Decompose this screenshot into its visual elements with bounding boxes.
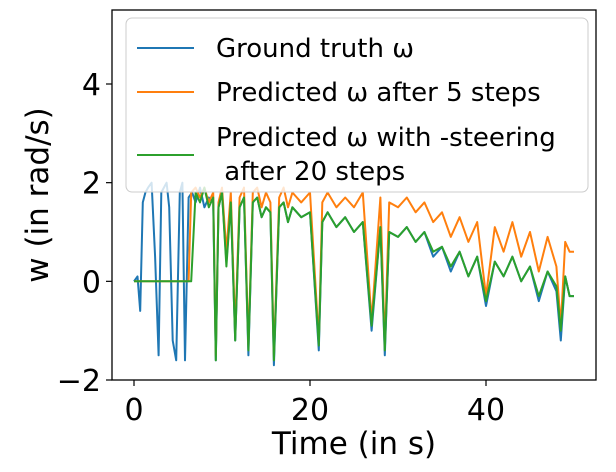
x-axis-ticks: 0 20 40 [124,380,505,428]
x-tick-label: 0 [124,393,143,428]
y-tick-label: −2 [57,364,101,399]
plot-frame [111,9,597,381]
x-tick-label: 20 [291,393,329,428]
series-line-1 [133,181,574,367]
legend-label-2: Predicted ω after 5 steps [216,78,541,108]
y-axis-ticks: −2 0 2 4 [57,68,112,399]
series-line-3 [134,186,574,362]
y-tick-label: 2 [82,167,101,202]
y-tick-label: 0 [82,265,101,300]
plot-lines [133,181,574,367]
x-tick-label: 40 [467,393,505,428]
legend: Ground truth ω Predicted ω after 5 steps P… [125,17,589,193]
legend-box [125,17,589,193]
y-tick-label: 4 [82,68,101,103]
y-axis-label: w (in rad/s) [20,107,56,283]
legend-label-3: Predicted ω with -steering [216,123,556,153]
series-line-2 [134,186,574,357]
x-axis-label: Time (in s) [271,426,436,462]
legend-label-1: Ground truth ω [216,34,414,64]
legend-label-3: after 20 steps [216,157,405,187]
